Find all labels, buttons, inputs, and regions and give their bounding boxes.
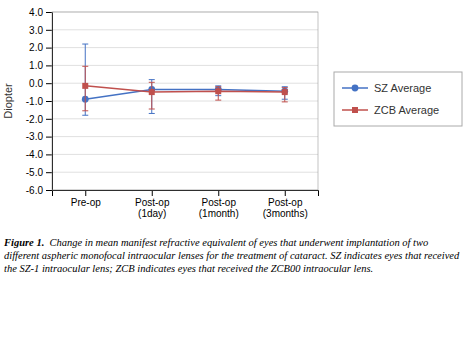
legend-item: SZ Average bbox=[342, 82, 431, 94]
y-axis-title: Diopter bbox=[2, 83, 14, 119]
grid-line bbox=[52, 47, 318, 48]
legend-label: SZ Average bbox=[374, 82, 431, 94]
tick-label-line: (3months) bbox=[263, 208, 308, 219]
y-tick: 3.0 bbox=[29, 25, 52, 36]
tick-mark bbox=[46, 101, 52, 102]
point bbox=[149, 89, 155, 95]
grid bbox=[52, 12, 318, 190]
grid-line bbox=[52, 154, 318, 155]
grid-line bbox=[52, 83, 318, 84]
grid-line bbox=[52, 65, 318, 66]
error-bar bbox=[149, 80, 155, 114]
series bbox=[82, 66, 288, 111]
tick-label: -4.0 bbox=[26, 149, 44, 160]
y-tick: -2.0 bbox=[26, 114, 52, 125]
tick-label-line: (1month) bbox=[199, 208, 239, 219]
legend-swatch-marker bbox=[352, 85, 359, 92]
tick-mark bbox=[46, 119, 52, 120]
tick-label: -2.0 bbox=[26, 114, 44, 125]
y-tick: 2.0 bbox=[29, 42, 52, 53]
tick-label-line: Post-op bbox=[202, 197, 237, 208]
series-line bbox=[85, 86, 285, 92]
y-tick: -5.0 bbox=[26, 167, 52, 178]
marks bbox=[82, 44, 288, 115]
tick-label-line: (1day) bbox=[138, 208, 166, 219]
x-tick: Post-op(1day) bbox=[135, 190, 170, 219]
axis-line bbox=[46, 13, 53, 191]
x-tick: Pre-op bbox=[71, 190, 101, 208]
tick-mark bbox=[85, 190, 86, 196]
tick-mark bbox=[46, 172, 52, 173]
error-bar bbox=[149, 82, 155, 109]
y-tick: -1.0 bbox=[26, 96, 52, 107]
tick-label: 0.0 bbox=[29, 78, 43, 89]
tick-mark bbox=[46, 48, 52, 49]
tick-label: -5.0 bbox=[26, 167, 44, 178]
caption-line: different aspheric monofocal intraocular… bbox=[4, 250, 460, 261]
series-line bbox=[85, 89, 285, 99]
tick-mark bbox=[46, 190, 52, 191]
chart: -6.0 -5.0 -4.0 -3.0 -2.0 -1.0 0.0 1.0 2.0 3.0 4.0 P… bbox=[0, 0, 472, 357]
point bbox=[215, 88, 221, 94]
y-tick: 1.0 bbox=[29, 60, 52, 71]
error-bar bbox=[82, 66, 88, 111]
tick-mark bbox=[218, 190, 219, 196]
tick-label-line: Pre-op bbox=[71, 197, 101, 208]
tick-label: -1.0 bbox=[26, 96, 44, 107]
tick-label: -3.0 bbox=[26, 131, 44, 142]
grid-line bbox=[52, 118, 318, 119]
caption-label: Figure 1. bbox=[3, 237, 44, 248]
x-tick: Post-op(1month) bbox=[199, 190, 239, 219]
tick-mark bbox=[46, 30, 52, 31]
y-tick: -6.0 bbox=[26, 185, 52, 196]
y-axis: -6.0 -5.0 -4.0 -3.0 -2.0 -1.0 0.0 1.0 2.0 3.0 4.0 bbox=[26, 7, 53, 196]
error-bar bbox=[282, 88, 288, 102]
tick-mark bbox=[46, 154, 52, 155]
tick-mark bbox=[285, 190, 286, 196]
tick-label: 1.0 bbox=[29, 60, 43, 71]
tick-mark bbox=[152, 190, 153, 196]
tick-label-line: Post-op bbox=[135, 197, 170, 208]
series bbox=[82, 44, 288, 115]
legend-swatch-marker bbox=[352, 107, 358, 113]
y-tick: 0.0 bbox=[29, 78, 52, 89]
legend: SZ Average ZCB Average bbox=[334, 72, 462, 126]
caption-line: the SZ-1 intraocular lens; ZCB indicates… bbox=[4, 263, 373, 274]
tick-label: Post-op(1day) bbox=[135, 197, 170, 219]
x-axis: Pre-opPost-op(1day)Post-op(1month)Post-o… bbox=[53, 190, 319, 219]
error-bar bbox=[82, 44, 88, 115]
x-tick: Post-op(3months) bbox=[263, 190, 308, 219]
tick-label: -6.0 bbox=[26, 185, 44, 196]
caption-text: Change in mean manifest refractive equiv… bbox=[4, 237, 460, 274]
tick-label: 2.0 bbox=[29, 42, 43, 53]
tick-label: Pre-op bbox=[71, 197, 101, 208]
legend-label: ZCB Average bbox=[374, 104, 439, 116]
legend-box bbox=[334, 72, 462, 126]
grid-line bbox=[52, 101, 318, 102]
axis-line bbox=[53, 191, 319, 197]
tick-label: Post-op(3months) bbox=[263, 197, 308, 219]
caption: Figure 1. Change in mean manifest refrac… bbox=[3, 237, 460, 274]
plot-frame bbox=[52, 12, 318, 190]
plot: -6.0 -5.0 -4.0 -3.0 -2.0 -1.0 0.0 1.0 2.0 3.0 4.0 P… bbox=[2, 7, 319, 219]
tick-mark bbox=[46, 83, 52, 84]
grid-line bbox=[52, 136, 318, 137]
legend-item: ZCB Average bbox=[342, 104, 439, 116]
y-tick: -3.0 bbox=[26, 131, 52, 142]
point bbox=[282, 89, 288, 95]
tick-mark bbox=[46, 65, 52, 66]
grid-line bbox=[52, 172, 318, 173]
tick-mark bbox=[46, 12, 52, 13]
grid-line bbox=[52, 29, 318, 30]
y-tick: 4.0 bbox=[29, 7, 52, 18]
caption-line: Change in mean manifest refractive equiv… bbox=[44, 237, 428, 248]
y-tick: -4.0 bbox=[26, 149, 52, 160]
tick-label: 4.0 bbox=[29, 7, 43, 18]
tick-label-line: Post-op bbox=[268, 197, 303, 208]
tick-mark bbox=[46, 137, 52, 138]
error-bar bbox=[215, 87, 221, 100]
tick-label: 3.0 bbox=[29, 25, 43, 36]
tick-label: Post-op(1month) bbox=[199, 197, 239, 219]
point bbox=[82, 83, 88, 89]
